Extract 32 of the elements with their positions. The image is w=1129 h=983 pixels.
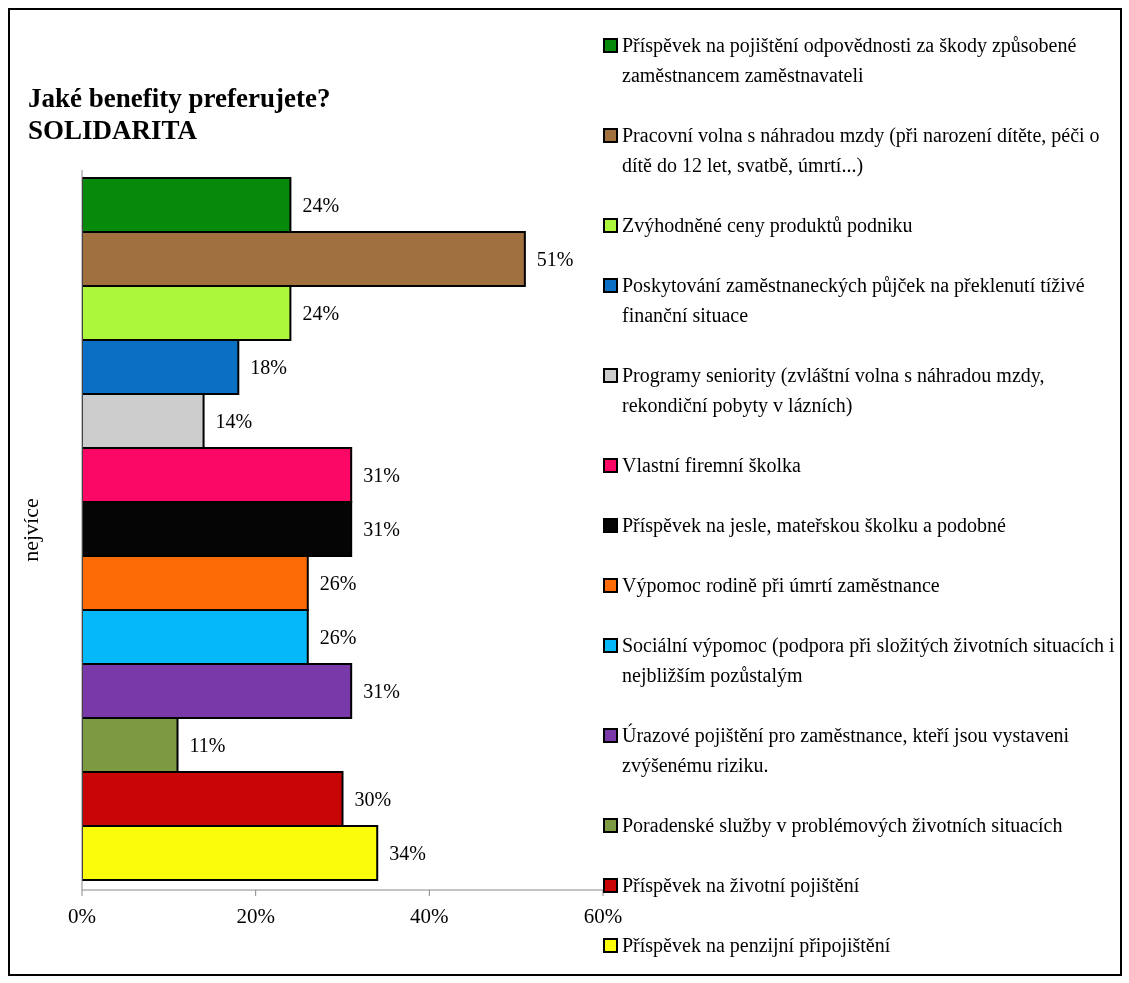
- data-label: 34%: [389, 842, 426, 864]
- y-tick-label: nejvíce: [18, 498, 43, 562]
- chart-title: Jaké benefity preferujete? SOLIDARITA: [28, 82, 331, 146]
- legend-label: Zvýhodněné ceny produktů podniku: [622, 213, 913, 239]
- legend-label: Příspěvek na jesle, mateřskou školku a podobné: [622, 513, 1006, 539]
- legend-label: Příspěvek na pojištění odpovědnosti za škody způsobené zaměstnancem zaměstnavateli: [622, 33, 1078, 88]
- data-label: 24%: [302, 302, 340, 324]
- x-tick-label: 0%: [68, 903, 96, 928]
- data-label: 26%: [319, 572, 357, 594]
- legend-label: Výpomoc rodině při úmrtí zaměstnance: [622, 573, 940, 599]
- data-label: 51%: [536, 248, 574, 270]
- data-label: 31%: [363, 518, 400, 540]
- legend-label: Sociální výpomoc (podpora při složitých životních situacích i nejbližším pozůstalým: [622, 633, 1116, 689]
- legend-label: Poradenské služby v problémových životních situacích: [622, 813, 1063, 839]
- data-label: 18%: [250, 356, 287, 378]
- data-label: 26%: [319, 626, 357, 648]
- data-label: 31%: [363, 680, 400, 702]
- data-label: 14%: [215, 410, 253, 432]
- x-tick-label: 20%: [236, 903, 275, 928]
- legend-label: Poskytování zaměstnaneckých půjček na překlenutí tíživé finanční situace: [622, 273, 1086, 328]
- x-tick-label: 40%: [410, 903, 449, 928]
- legend-label: Příspěvek na penzijní připojištění: [622, 933, 891, 959]
- data-label: 24%: [302, 194, 340, 216]
- legend-label: Úrazové pojištění pro zaměstnance, kteří jsou vystaveni zvýšenému riziku.: [622, 722, 1071, 779]
- legend-label: Příspěvek na životní pojištění: [622, 873, 860, 899]
- legend-label: Vlastní firemní školka: [622, 453, 801, 478]
- data-label: 11%: [189, 734, 226, 756]
- legend-label: Programy seniority (zvláštní volna s náhradou mzdy, rekondiční pobyty v lázních): [622, 363, 1046, 419]
- data-label: 30%: [354, 788, 392, 810]
- data-label: 31%: [363, 464, 400, 486]
- x-tick-label: 60%: [583, 903, 623, 928]
- legend-label: Pracovní volna s náhradou mzdy (při narození dítěte, péči o dítě do 12 let, svatbě, úmrtí...): [622, 123, 1101, 179]
